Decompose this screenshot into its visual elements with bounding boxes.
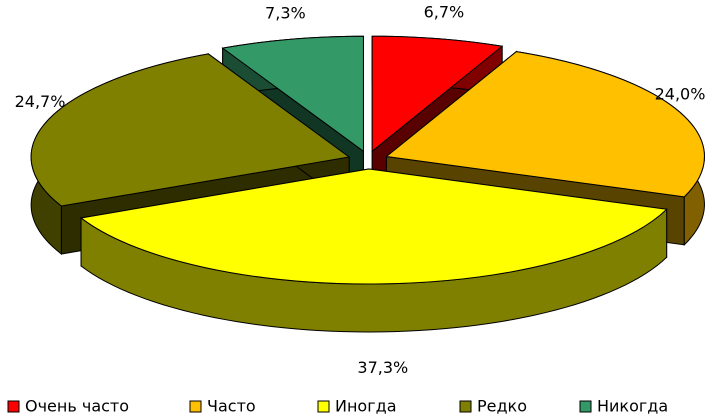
data-label: 6,7% [424,3,465,22]
slice [371,35,504,153]
legend-swatch [189,400,202,413]
legend-swatch [459,400,472,413]
legend-label: Часто [207,397,256,416]
slice [30,53,351,207]
slice [221,35,364,153]
data-label: 7,3% [265,3,306,22]
legend-label: Иногда [335,397,397,416]
slice [79,168,668,285]
data-label: 24,7% [15,92,66,111]
legend-label: Очень часто [25,397,129,416]
data-label: 24,0% [655,84,706,103]
legend-label: Никогда [597,397,668,416]
slice [385,51,705,198]
legend-swatch [7,400,20,413]
legend-swatch [579,400,592,413]
legend-label: Редко [477,397,527,416]
data-label: 37,3% [357,358,408,377]
legend-swatch [317,400,330,413]
